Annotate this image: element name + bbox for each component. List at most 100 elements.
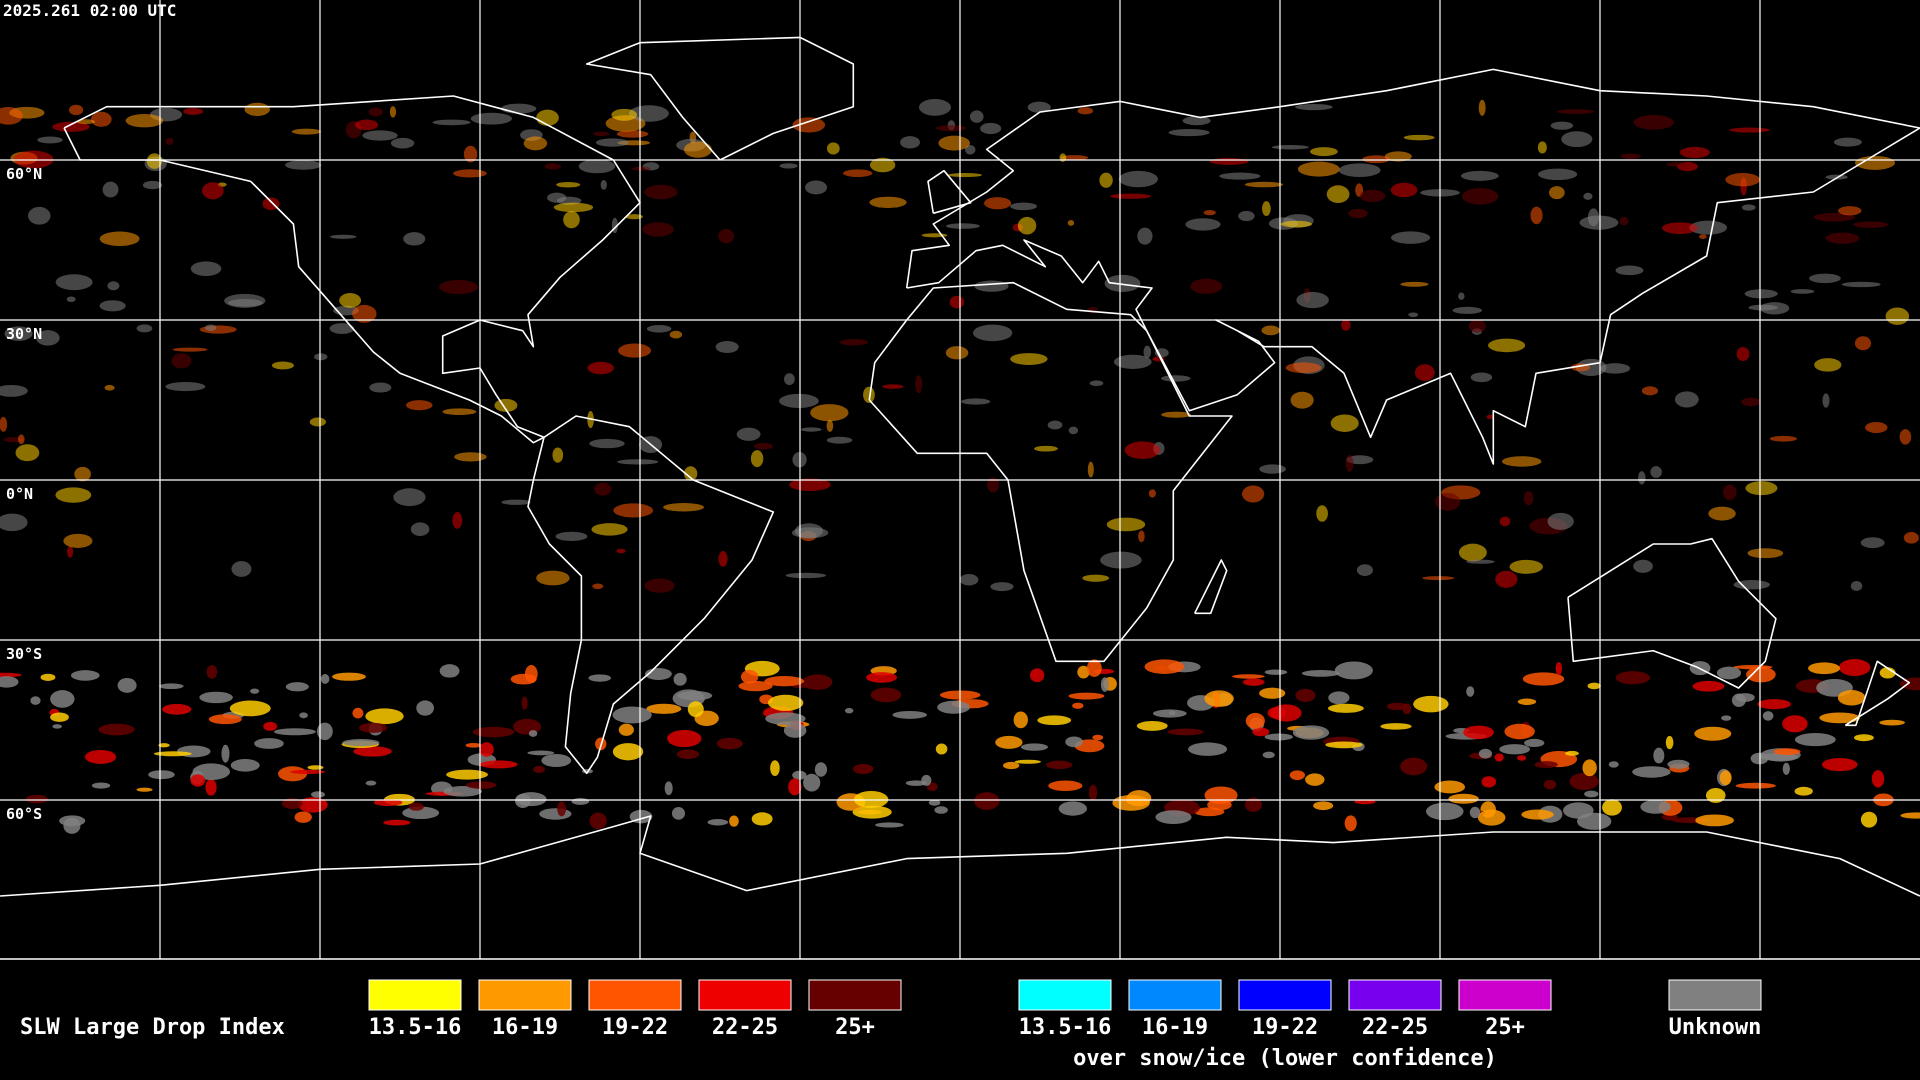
- cloud-patch: [1143, 345, 1152, 359]
- cloud-patch: [1478, 748, 1492, 759]
- cloud-patch: [783, 723, 807, 738]
- legend-label: 19-22: [602, 1015, 668, 1040]
- cloud-patch: [1466, 559, 1495, 564]
- cloud-patch: [99, 231, 140, 247]
- cloud-patch: [332, 672, 366, 681]
- cloud-patch: [1661, 813, 1678, 821]
- cloud-patch: [1522, 672, 1565, 686]
- cloud-patch: [553, 202, 594, 213]
- cloud-patch: [1182, 116, 1211, 126]
- cloud-patch: [362, 130, 398, 141]
- cloud-patch: [1569, 772, 1599, 791]
- cloud-patch: [1285, 362, 1322, 374]
- cloud-patch: [628, 105, 669, 122]
- cloud-patch: [1338, 163, 1381, 178]
- cloud-patch: [63, 533, 93, 548]
- cloud-patch: [588, 674, 612, 682]
- cloud-patch: [718, 551, 728, 567]
- cloud-patch: [1037, 715, 1072, 726]
- cloud-patch: [1345, 454, 1354, 472]
- cloud-patch: [373, 799, 403, 806]
- cloud-patch: [1638, 471, 1646, 485]
- cloud-patch: [1082, 574, 1110, 582]
- cloud-patch: [0, 384, 28, 397]
- cloud-patch: [1504, 723, 1535, 740]
- cloud-patch: [98, 723, 135, 736]
- cloud-patch: [1087, 461, 1094, 478]
- cloud-patch: [446, 769, 488, 780]
- cloud-patch: [1295, 688, 1316, 702]
- cloud-patch: [1068, 426, 1079, 435]
- cloud-patch: [1478, 99, 1486, 116]
- cloud-patch: [552, 447, 564, 463]
- cloud-patch: [1458, 543, 1487, 562]
- cloud-patch: [1072, 702, 1084, 709]
- cloud-patch: [1244, 181, 1284, 188]
- cloud-patch: [905, 780, 927, 786]
- cloud-patch: [533, 765, 545, 774]
- cloud-patch: [935, 743, 948, 755]
- cloud-patch: [1746, 666, 1776, 683]
- cloud-patch: [1548, 186, 1565, 200]
- cloud-patch: [915, 375, 923, 394]
- cloud-patch: [0, 676, 19, 688]
- cloud-patch: [716, 737, 743, 750]
- cloud-patch: [52, 724, 62, 729]
- cloud-patch: [1679, 146, 1710, 159]
- cloud-patch: [1045, 760, 1073, 770]
- cloud-patch: [68, 104, 84, 116]
- cloud-patch: [285, 160, 322, 170]
- cloud-patch: [1295, 103, 1333, 111]
- cloud-patch: [544, 163, 562, 170]
- cloud-patch: [171, 353, 192, 369]
- cloud-patch: [1871, 770, 1885, 788]
- cloud-patch: [125, 113, 164, 128]
- coastline: [927, 169, 972, 215]
- cloud-patch: [539, 808, 572, 820]
- cloud-patch: [320, 674, 330, 684]
- cloud-patch: [1344, 815, 1357, 832]
- cloud-patch: [536, 109, 559, 126]
- cloud-patch: [309, 417, 327, 427]
- cloud-patch: [1058, 801, 1088, 816]
- cloud-patch: [1099, 172, 1113, 188]
- cloud-patch: [329, 323, 355, 335]
- cloud-patch: [0, 513, 28, 532]
- cloud-patch: [618, 723, 634, 736]
- cloud-patch: [314, 353, 328, 361]
- cloud-patch: [1188, 742, 1228, 756]
- cloud-patch: [618, 343, 652, 358]
- cloud-patch: [1402, 703, 1412, 715]
- legend-swatch: [368, 979, 462, 1011]
- cloud-patch: [1708, 506, 1736, 521]
- cloud-patch: [1633, 114, 1674, 130]
- cloud-patch: [37, 136, 63, 144]
- cloud-patch: [1782, 715, 1808, 733]
- legend-swatch: [698, 979, 792, 1011]
- cloud-patch: [1692, 680, 1725, 692]
- cloud-patch: [591, 523, 628, 536]
- cloud-patch: [536, 570, 570, 586]
- cloud-patch: [765, 712, 806, 725]
- cloud-patch: [1468, 319, 1486, 333]
- cloud-patch: [229, 700, 271, 717]
- cloud-patch: [1555, 661, 1563, 676]
- legend-swatch: [478, 979, 572, 1011]
- cloud-patch: [1384, 151, 1412, 162]
- cloud-patch: [625, 214, 643, 220]
- latitude-label: 30°N: [6, 325, 42, 343]
- cloud-patch: [1517, 755, 1527, 761]
- cloud-patch: [1850, 580, 1863, 591]
- cloud-patch: [452, 511, 463, 529]
- cloud-patch: [595, 138, 630, 147]
- cloud-patch: [1356, 564, 1373, 577]
- cloud-patch: [1667, 759, 1690, 769]
- cloud-patch: [66, 296, 76, 303]
- cloud-patch: [1825, 232, 1860, 244]
- cloud-patch: [1735, 782, 1776, 789]
- cloud-patch: [311, 791, 325, 798]
- cloud-patch: [55, 487, 92, 503]
- coastline: [63, 95, 641, 444]
- legend-swatch: [808, 979, 902, 1011]
- cloud-patch: [961, 398, 991, 405]
